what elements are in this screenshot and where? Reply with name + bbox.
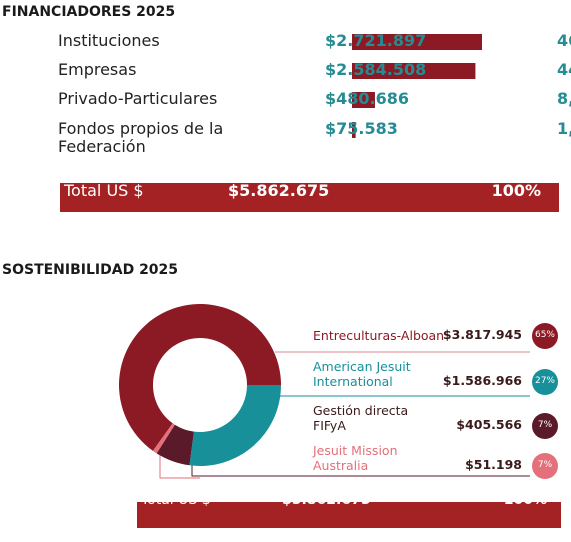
bar xyxy=(352,122,356,138)
category-label: Privado-Particulares xyxy=(58,89,218,108)
category-label: Empresas xyxy=(58,60,137,79)
amount-label: $1.586.966 xyxy=(442,373,522,388)
amount-label: $51.198 xyxy=(465,457,522,472)
percent-badge xyxy=(532,369,558,395)
donut-slice xyxy=(152,423,175,454)
percent-label: 8,20% xyxy=(557,89,571,108)
percent-badge xyxy=(532,323,558,349)
amount-label: $2.584.508 xyxy=(325,60,427,79)
percent-label: 46,43% xyxy=(557,31,571,50)
total-amount: $5.862.675 xyxy=(282,492,371,508)
total-percent: 100% xyxy=(503,492,547,508)
category-label: Instituciones xyxy=(58,31,160,50)
total-label: Total US $ xyxy=(141,492,211,508)
amount-label: $480.686 xyxy=(325,89,410,108)
chart-title: SOSTENIBILIDAD 2025 xyxy=(2,262,179,278)
category-label: Fondos propios de la Federación xyxy=(58,119,224,157)
leader-lines xyxy=(159,351,530,479)
legend-label: Jesuit Mission Australia xyxy=(313,443,398,473)
bar xyxy=(352,34,483,50)
amount-label: $2.721.897 xyxy=(325,31,427,50)
total-amount: $5.862.675 xyxy=(228,181,330,200)
total-bar xyxy=(137,502,561,528)
amount-label: $75.583 xyxy=(325,119,398,138)
total-label: Total US $ xyxy=(64,181,144,200)
donut-slice xyxy=(189,385,281,466)
total-percent: 100% xyxy=(491,181,541,200)
total-bar xyxy=(60,183,559,212)
chart-title: FINANCIADORES 2025 xyxy=(2,4,176,20)
percent-label: 65% xyxy=(534,330,555,340)
percent-badge xyxy=(532,413,558,439)
bar xyxy=(352,63,476,79)
legend-label: Gestión directa FIFyA xyxy=(313,403,409,433)
percent-label: 1,29% xyxy=(557,119,571,138)
bar xyxy=(352,92,375,108)
donut-slice xyxy=(119,304,281,451)
percent-label: 7% xyxy=(537,420,553,430)
amount-label: $405.566 xyxy=(456,417,522,432)
legend-label: American Jesuit International xyxy=(313,359,411,389)
percent-label: 7% xyxy=(537,460,553,470)
leader-line xyxy=(159,455,200,479)
percent-label: 44,08% xyxy=(557,60,571,79)
percent-label: 27% xyxy=(534,376,555,386)
legend-label: Entreculturas-Alboan xyxy=(313,328,445,343)
percent-badge xyxy=(532,453,558,479)
donut-slice xyxy=(156,424,194,466)
amount-label: $3.817.945 xyxy=(442,327,522,342)
leader-line xyxy=(191,462,530,477)
